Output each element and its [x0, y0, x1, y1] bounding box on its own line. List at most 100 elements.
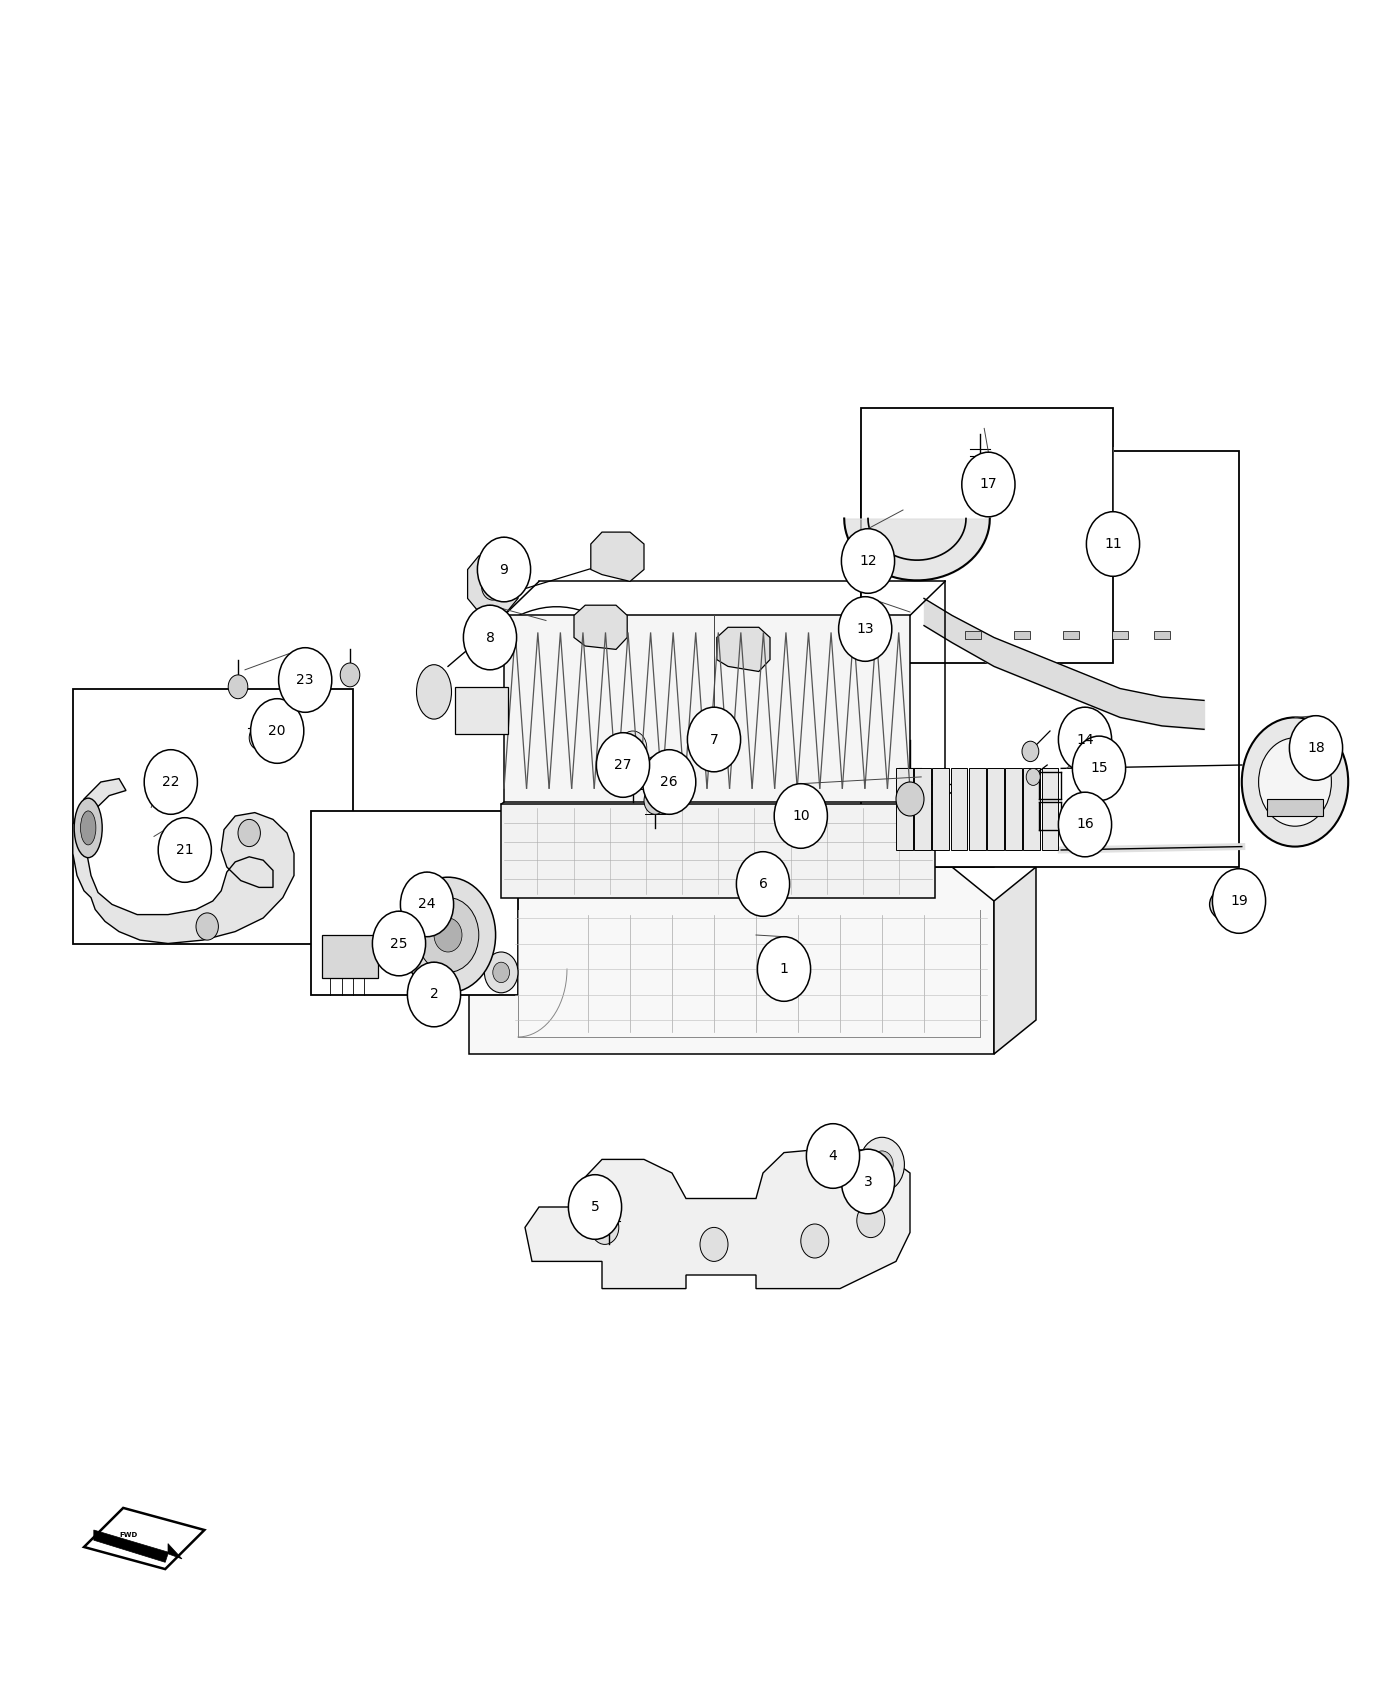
Circle shape	[500, 564, 522, 592]
Bar	[965, 631, 981, 639]
Circle shape	[340, 663, 360, 687]
Circle shape	[279, 648, 332, 712]
Circle shape	[417, 898, 479, 972]
Ellipse shape	[81, 811, 95, 845]
Circle shape	[434, 918, 462, 952]
Polygon shape	[994, 867, 1036, 1054]
Circle shape	[463, 605, 517, 670]
Circle shape	[643, 750, 696, 814]
Circle shape	[400, 877, 496, 993]
Bar	[951, 768, 967, 850]
Text: FWD: FWD	[119, 1532, 139, 1538]
Bar	[501, 804, 935, 898]
Circle shape	[627, 741, 638, 755]
Circle shape	[757, 937, 811, 1001]
Text: 18: 18	[1308, 741, 1324, 755]
Text: 21: 21	[176, 843, 193, 857]
Circle shape	[1072, 736, 1126, 801]
Circle shape	[969, 466, 991, 493]
Circle shape	[841, 529, 895, 593]
Text: 22: 22	[162, 775, 179, 789]
Circle shape	[1058, 707, 1112, 772]
Circle shape	[896, 782, 924, 816]
Circle shape	[228, 675, 248, 699]
Polygon shape	[469, 867, 994, 1054]
Circle shape	[196, 913, 218, 940]
Text: 17: 17	[980, 478, 997, 491]
Circle shape	[1022, 741, 1039, 762]
Text: 4: 4	[829, 1149, 837, 1163]
Circle shape	[477, 537, 531, 602]
Circle shape	[801, 1224, 829, 1258]
Circle shape	[860, 1137, 904, 1192]
Circle shape	[372, 911, 426, 976]
Text: 25: 25	[391, 937, 407, 950]
Circle shape	[144, 750, 197, 814]
Text: 7: 7	[710, 733, 718, 746]
Circle shape	[857, 1204, 885, 1238]
Bar	[1112, 631, 1128, 639]
Bar	[1014, 631, 1030, 639]
Circle shape	[424, 971, 444, 994]
Circle shape	[1259, 738, 1331, 826]
Circle shape	[841, 1149, 895, 1214]
Circle shape	[644, 787, 666, 814]
Polygon shape	[525, 1148, 910, 1289]
Bar	[969, 768, 986, 850]
Bar	[987, 768, 1004, 850]
Polygon shape	[94, 1530, 182, 1562]
Text: 5: 5	[591, 1200, 599, 1214]
Circle shape	[700, 1227, 728, 1261]
Circle shape	[1058, 792, 1112, 857]
Bar	[311, 811, 518, 994]
Bar	[504, 615, 910, 802]
Text: 14: 14	[1077, 733, 1093, 746]
Circle shape	[687, 707, 741, 772]
Text: 11: 11	[1105, 537, 1121, 551]
Text: 27: 27	[615, 758, 631, 772]
Polygon shape	[717, 627, 770, 672]
Circle shape	[482, 573, 504, 600]
Circle shape	[249, 726, 269, 750]
Circle shape	[599, 1195, 619, 1219]
Circle shape	[158, 818, 211, 882]
Polygon shape	[511, 833, 1029, 867]
Text: 20: 20	[269, 724, 286, 738]
Text: 26: 26	[661, 775, 678, 789]
Circle shape	[619, 731, 647, 765]
Circle shape	[1242, 717, 1348, 847]
Circle shape	[596, 733, 650, 797]
Text: 24: 24	[419, 898, 435, 911]
Text: 8: 8	[486, 631, 494, 644]
Polygon shape	[468, 556, 518, 612]
Ellipse shape	[1217, 894, 1242, 915]
Bar	[455, 687, 508, 734]
Text: 12: 12	[860, 554, 876, 568]
Polygon shape	[73, 779, 294, 944]
Text: 16: 16	[1077, 818, 1093, 831]
Circle shape	[622, 762, 644, 789]
Ellipse shape	[417, 665, 451, 719]
Circle shape	[1212, 869, 1266, 933]
Ellipse shape	[1210, 887, 1249, 921]
Polygon shape	[574, 605, 627, 649]
Circle shape	[568, 1175, 622, 1239]
Bar	[1023, 768, 1040, 850]
Circle shape	[493, 962, 510, 983]
Circle shape	[238, 819, 260, 847]
Text: 3: 3	[864, 1175, 872, 1188]
Circle shape	[806, 1124, 860, 1188]
Polygon shape	[84, 1508, 204, 1569]
Bar	[1154, 631, 1170, 639]
Bar	[1042, 768, 1058, 850]
Circle shape	[736, 852, 790, 916]
Text: 10: 10	[792, 809, 809, 823]
Circle shape	[407, 962, 461, 1027]
Circle shape	[1289, 716, 1343, 780]
Circle shape	[1026, 768, 1040, 785]
Circle shape	[774, 784, 827, 848]
Circle shape	[591, 1210, 619, 1244]
Bar	[861, 408, 1113, 663]
Bar	[322, 935, 378, 978]
Bar	[1005, 768, 1022, 850]
